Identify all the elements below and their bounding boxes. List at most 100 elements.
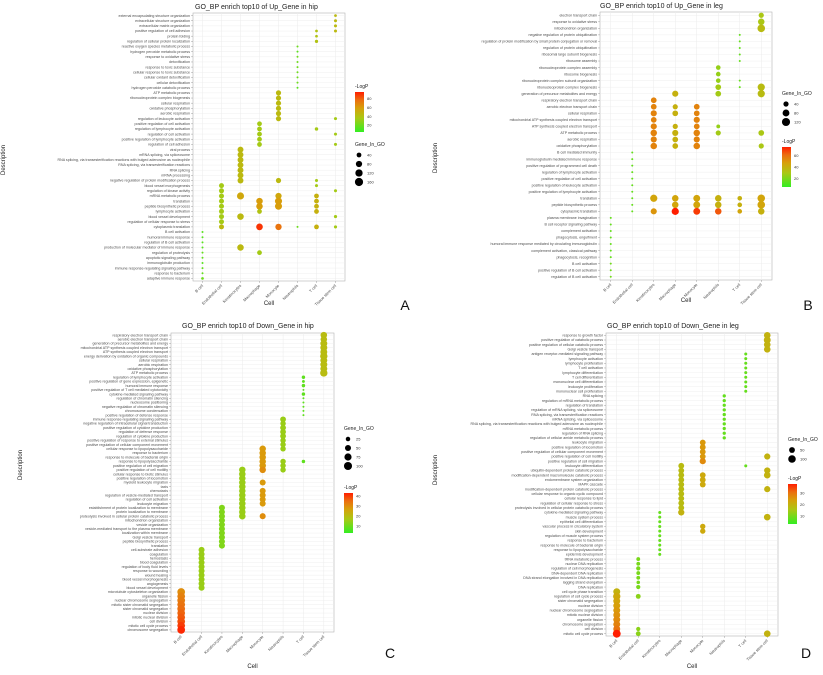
chart-title: GO_BP enrich top10 of Up_Gene in hip <box>195 4 318 11</box>
x-tick-label: B cell <box>172 634 183 645</box>
data-point <box>609 236 612 239</box>
y-tick-label: extracellular structure organization <box>135 19 190 23</box>
y-tick-label: chromosome segregation <box>562 623 603 627</box>
data-point <box>672 129 679 136</box>
data-point <box>671 195 679 202</box>
data-point <box>275 116 282 122</box>
y-tick-label: positive regulation of lymphocyte activa… <box>529 190 597 194</box>
data-point <box>744 361 748 365</box>
data-point <box>280 462 286 469</box>
data-point <box>177 626 186 634</box>
x-tick-label: Neutrophils <box>702 282 720 300</box>
x-tick-label: Keratinocytes <box>203 634 224 655</box>
data-point <box>757 201 766 209</box>
y-tick-label: energy derivation by oxidation of organi… <box>84 354 168 358</box>
y-tick-label: ATP metabolic process <box>153 91 190 95</box>
y-tick-label: positive regulation of cell motility <box>551 455 603 459</box>
y-tick-label: peptide biosynthetic process <box>145 204 191 208</box>
y-tick-label: detoxification <box>169 60 190 64</box>
y-tick-label: mitochondrial ATP synthesis coupled elec… <box>81 346 168 350</box>
data-point <box>631 171 634 174</box>
size-legend-tick: 50 <box>800 447 805 452</box>
y-tick-label: establishment of protein localization to… <box>89 506 168 510</box>
data-point <box>239 512 246 520</box>
data-point <box>744 464 748 468</box>
x-tick-label: T cell <box>295 634 305 644</box>
color-legend-tick: 60 <box>367 105 372 110</box>
data-point <box>609 256 612 259</box>
data-point <box>714 208 722 215</box>
data-point <box>333 29 338 33</box>
data-point <box>237 151 244 158</box>
data-point <box>609 223 612 226</box>
data-point <box>296 60 299 63</box>
y-tick-label: translation <box>151 544 168 548</box>
data-point <box>314 178 319 183</box>
data-point <box>744 352 748 356</box>
y-tick-label: regulation of cell cycle process <box>554 595 603 599</box>
data-point <box>693 129 701 137</box>
data-point <box>219 214 224 220</box>
y-tick-label: chromosome condensation <box>125 409 168 413</box>
y-tick-label: regulation of cellular amide metabolic p… <box>530 436 603 440</box>
y-tick-label: MAPK cascade <box>578 483 603 487</box>
data-point <box>236 192 245 200</box>
y-tick-label: cytokine-mediated signaling pathway <box>544 511 603 515</box>
data-point <box>631 210 634 213</box>
y-tick-label: response to molecule of bacterial origin <box>105 455 168 459</box>
y-tick-label: RNA splicing <box>170 168 190 172</box>
y-tick-label: aerobic respiration <box>138 363 168 367</box>
data-point <box>333 19 338 23</box>
size-legend-dot <box>783 101 789 107</box>
data-point <box>738 53 741 56</box>
y-tick-label: positive regulation of B cell activation <box>538 268 597 272</box>
y-tick-label: regulation of kinase activity <box>147 189 190 193</box>
data-point <box>280 441 286 448</box>
size-legend-dot <box>355 160 363 168</box>
y-tick-label: Golgi vesicle transport <box>132 535 168 539</box>
data-point <box>198 555 205 562</box>
size-legend-dot <box>345 436 351 442</box>
size-legend-tick: 100 <box>800 456 807 461</box>
y-tick-label: response to lipopolysaccharide <box>119 460 168 464</box>
data-point <box>219 224 224 230</box>
y-tick-label: proteolysis involved in cellular protein… <box>80 514 168 518</box>
chart-title: GO_BP enrich top10 of Down_Gene in hip <box>182 323 314 330</box>
y-tick-label: mononuclear cell differentiation <box>553 380 603 384</box>
data-point <box>763 336 771 344</box>
data-point <box>198 567 205 574</box>
data-point <box>744 357 748 361</box>
y-tick-label: viral process <box>170 148 190 152</box>
data-point <box>314 224 319 230</box>
x-tick-label: Monocyte <box>249 634 265 650</box>
y-tick-label: positive regulation of locomotion <box>117 476 168 480</box>
data-point <box>631 197 634 200</box>
data-point <box>715 65 721 70</box>
data-point <box>280 458 286 465</box>
y-tick-label: cellular oxidant detoxification <box>144 76 190 80</box>
data-point <box>744 375 748 379</box>
data-point <box>699 458 706 465</box>
data-point <box>699 448 706 455</box>
y-tick-label: cellular detoxification <box>157 81 190 85</box>
data-point <box>738 33 741 36</box>
data-point <box>198 551 205 558</box>
data-point <box>715 90 722 97</box>
data-point <box>198 563 205 570</box>
data-point <box>296 81 299 84</box>
y-tick-label: positive regulation of cell migration <box>548 459 603 463</box>
color-legend-title: -LogP <box>782 139 796 145</box>
data-point <box>678 467 685 474</box>
y-tick-label: RNA splicing <box>583 394 603 398</box>
size-legend-dot <box>355 169 363 177</box>
data-point <box>302 401 305 404</box>
y-tick-label: cell-substrate adhesion <box>131 548 168 552</box>
y-tick-label: tRNA metabolic process <box>565 557 604 561</box>
size-legend-dot <box>789 447 795 453</box>
data-point <box>764 486 771 493</box>
size-legend-title: Gene_In_GO <box>782 91 812 97</box>
y-tick-label: myeloid leukocyte migration <box>124 481 168 485</box>
y-tick-label: positive regulation of cell activation <box>134 122 190 126</box>
y-tick-label: proteolysis involved in cellular protein… <box>515 506 603 510</box>
y-tick-label: regulation of body fluid levels <box>122 565 169 569</box>
